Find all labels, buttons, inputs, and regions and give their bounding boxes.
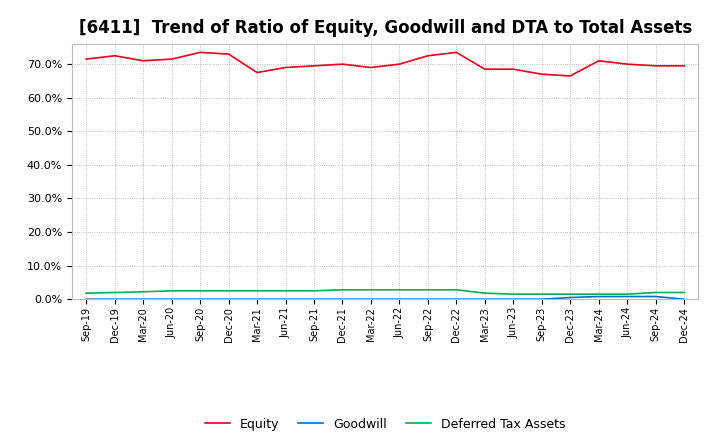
Goodwill xyxy=(139,297,148,302)
Goodwill xyxy=(623,294,631,299)
Goodwill xyxy=(282,297,290,302)
Goodwill xyxy=(595,294,603,299)
Goodwill xyxy=(537,297,546,302)
Equity xyxy=(82,56,91,62)
Deferred Tax Assets xyxy=(225,288,233,293)
Equity xyxy=(623,62,631,67)
Title: [6411]  Trend of Ratio of Equity, Goodwill and DTA to Total Assets: [6411] Trend of Ratio of Equity, Goodwil… xyxy=(78,19,692,37)
Deferred Tax Assets xyxy=(423,287,432,293)
Goodwill xyxy=(82,297,91,302)
Equity xyxy=(509,66,518,72)
Deferred Tax Assets xyxy=(537,292,546,297)
Line: Equity: Equity xyxy=(86,52,684,76)
Goodwill xyxy=(110,297,119,302)
Goodwill xyxy=(566,295,575,300)
Goodwill xyxy=(423,297,432,302)
Deferred Tax Assets xyxy=(452,287,461,293)
Equity xyxy=(395,62,404,67)
Goodwill xyxy=(509,297,518,302)
Equity xyxy=(338,62,347,67)
Deferred Tax Assets xyxy=(167,288,176,293)
Equity xyxy=(310,63,318,69)
Equity xyxy=(253,70,261,75)
Deferred Tax Assets xyxy=(680,290,688,295)
Goodwill xyxy=(680,297,688,302)
Deferred Tax Assets xyxy=(652,290,660,295)
Goodwill xyxy=(652,294,660,299)
Deferred Tax Assets xyxy=(623,292,631,297)
Goodwill xyxy=(338,297,347,302)
Goodwill xyxy=(310,297,318,302)
Equity xyxy=(537,72,546,77)
Deferred Tax Assets xyxy=(139,289,148,294)
Deferred Tax Assets xyxy=(338,287,347,293)
Goodwill xyxy=(167,297,176,302)
Equity xyxy=(139,58,148,63)
Deferred Tax Assets xyxy=(509,292,518,297)
Deferred Tax Assets xyxy=(282,288,290,293)
Equity xyxy=(595,58,603,63)
Equity xyxy=(167,56,176,62)
Goodwill xyxy=(366,297,375,302)
Goodwill xyxy=(480,297,489,302)
Goodwill xyxy=(225,297,233,302)
Goodwill xyxy=(452,297,461,302)
Equity xyxy=(680,63,688,69)
Line: Deferred Tax Assets: Deferred Tax Assets xyxy=(86,290,684,294)
Equity xyxy=(366,65,375,70)
Deferred Tax Assets xyxy=(595,292,603,297)
Equity xyxy=(196,50,204,55)
Line: Goodwill: Goodwill xyxy=(86,297,684,299)
Goodwill xyxy=(253,297,261,302)
Deferred Tax Assets xyxy=(480,290,489,296)
Goodwill xyxy=(395,297,404,302)
Equity xyxy=(225,51,233,57)
Equity xyxy=(282,65,290,70)
Deferred Tax Assets xyxy=(395,287,404,293)
Equity xyxy=(423,53,432,59)
Equity xyxy=(652,63,660,69)
Equity xyxy=(110,53,119,59)
Deferred Tax Assets xyxy=(310,288,318,293)
Equity xyxy=(566,73,575,78)
Legend: Equity, Goodwill, Deferred Tax Assets: Equity, Goodwill, Deferred Tax Assets xyxy=(200,413,570,436)
Deferred Tax Assets xyxy=(196,288,204,293)
Deferred Tax Assets xyxy=(253,288,261,293)
Equity xyxy=(480,66,489,72)
Deferred Tax Assets xyxy=(82,290,91,296)
Goodwill xyxy=(196,297,204,302)
Deferred Tax Assets xyxy=(566,292,575,297)
Deferred Tax Assets xyxy=(110,290,119,295)
Equity xyxy=(452,50,461,55)
Deferred Tax Assets xyxy=(366,287,375,293)
